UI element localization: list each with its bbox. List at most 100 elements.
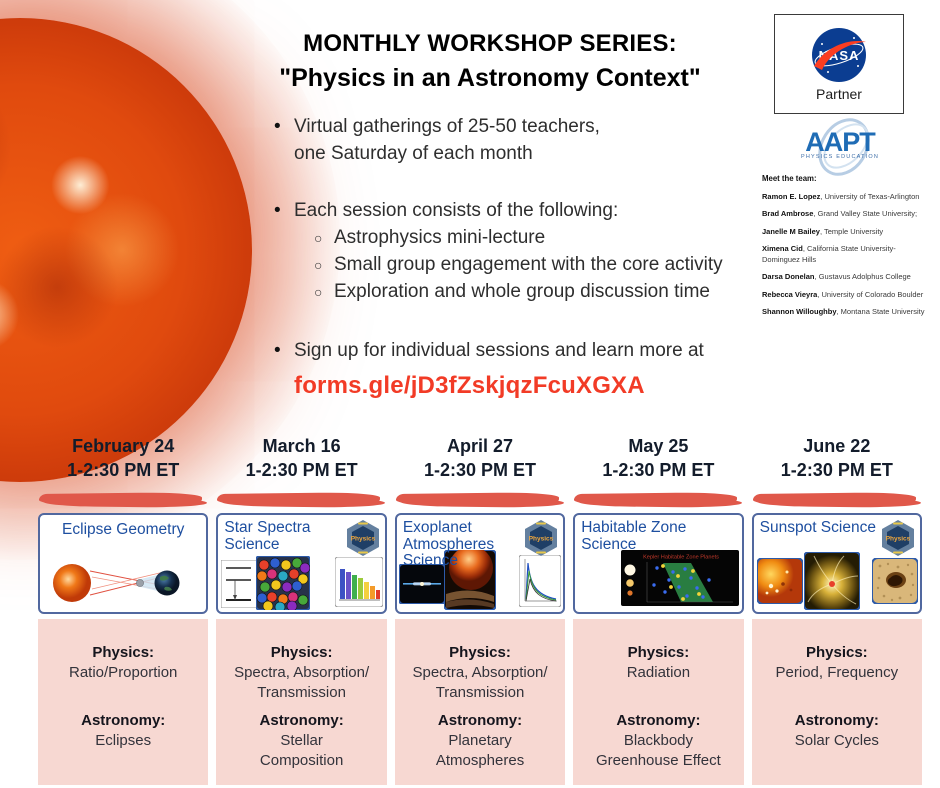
astronomy-topic: Stellar Composition bbox=[259, 732, 344, 769]
session-date: February 24 1-2:30 PM ET bbox=[38, 434, 208, 484]
astronomy-topic: Eclipses bbox=[95, 732, 152, 749]
physics-label: Physics: bbox=[92, 644, 155, 661]
svg-text:Physics: Physics bbox=[886, 536, 911, 543]
team-member: Brad Ambrose, Grand Valley State Univers… bbox=[762, 209, 930, 220]
topics-box: Physics: Radiation Astronomy: Blackbody … bbox=[573, 619, 744, 785]
signup-link[interactable]: forms.gle/jD3fZskjqzFcuXGXA bbox=[294, 372, 645, 399]
habitable-zone-images: Kepler Habitable Zone Planets bbox=[575, 515, 741, 612]
topics-box: Physics: Ratio/Proportion Astronomy: Ecl… bbox=[38, 619, 209, 785]
right-column: NASA Partner AAPT PHYSICS EDUCATION Meet… bbox=[762, 14, 934, 325]
page-title: MONTHLY WORKSHOP SERIES: "Physics in an … bbox=[235, 30, 745, 93]
exoplanet-images bbox=[397, 515, 563, 612]
colorful-buttons-image-icon bbox=[256, 556, 311, 610]
bullet-virtual-gatherings: Virtual gatherings of 25-50 teachers, on… bbox=[272, 113, 750, 167]
session-column-exoplanet: April 27 1-2:30 PM ET Exoplanet Atmosphe… bbox=[394, 434, 566, 785]
energy-level-diagram-icon bbox=[221, 560, 258, 608]
sunspot-closeup-image-icon bbox=[872, 558, 919, 604]
session-column-habitable-zone: May 25 1-2:30 PM ET Habitable Zone Scien… bbox=[573, 434, 744, 785]
member-name: Shannon Willoughby bbox=[762, 307, 837, 317]
svg-text:Physics: Physics bbox=[351, 536, 376, 543]
member-affiliation: , University of Colorado Boulder bbox=[817, 289, 924, 299]
time-text: 1-2:30 PM ET bbox=[67, 460, 180, 481]
red-brush-stroke bbox=[217, 493, 385, 508]
member-name: Brad Ambrose bbox=[762, 209, 814, 219]
spectrum-graph-icon bbox=[519, 555, 562, 607]
astronomy-topic: Solar Cycles bbox=[794, 732, 879, 749]
card-title: Exoplanet Atmospheres Science bbox=[402, 519, 495, 570]
team-list: Meet the team: Ramon E. Lopez, Universit… bbox=[762, 174, 930, 318]
member-name: Rebecca Vieyra bbox=[762, 289, 818, 299]
red-brush-stroke bbox=[574, 493, 742, 508]
team-member: Rebecca Vieyra, University of Colorado B… bbox=[762, 290, 930, 301]
topics-box: Physics: Period, Frequency Astronomy: So… bbox=[751, 619, 923, 785]
date-text: March 16 bbox=[262, 436, 341, 456]
member-affiliation: , Temple University bbox=[819, 226, 884, 236]
physics-topic: Period, Frequency bbox=[775, 664, 899, 681]
time-text: 1-2:30 PM ET bbox=[780, 460, 893, 481]
astronomy-topic: Blackbody Greenhouse Effect bbox=[596, 732, 721, 769]
date-text: June 22 bbox=[803, 436, 871, 456]
session-card-habitable-zone: Habitable Zone Science Kepler Habitable … bbox=[573, 513, 744, 614]
physics-topic: Spectra, Absorption/ Transmission bbox=[412, 664, 548, 701]
aapt-logo: AAPT PHYSICS EDUCATION bbox=[776, 118, 904, 176]
card-title: Eclipse Geometry bbox=[62, 521, 185, 538]
member-affiliation: , Montana State University bbox=[836, 307, 925, 317]
card-title: Habitable Zone Science bbox=[581, 519, 687, 553]
card-title: Star Spectra Science bbox=[224, 519, 311, 553]
member-name: Darsa Donelan bbox=[762, 272, 815, 282]
physics-label: Physics: bbox=[270, 644, 333, 661]
physics-topic: Radiation bbox=[626, 664, 691, 681]
time-text: 1-2:30 PM ET bbox=[602, 460, 715, 481]
member-name: Ximena Cid bbox=[762, 244, 803, 254]
physics-hexagon-badge-icon: Physics bbox=[882, 520, 915, 556]
team-member: Darsa Donelan, Gustavus Adolphus College bbox=[762, 272, 930, 283]
aapt-wordmark: AAPT bbox=[805, 127, 876, 157]
session-columns: February 24 1-2:30 PM ET Eclipse Geometr… bbox=[38, 434, 923, 785]
session-column-sunspot: June 22 1-2:30 PM ET Sunspot Science Phy… bbox=[751, 434, 923, 785]
team-member: Ximena Cid, California State University-… bbox=[762, 244, 930, 265]
date-text: February 24 bbox=[72, 436, 175, 456]
intro-bullets: Virtual gatherings of 25-50 teachers, on… bbox=[272, 113, 750, 399]
nasa-logo-icon: NASA bbox=[812, 28, 866, 82]
transit-image-icon bbox=[398, 564, 445, 604]
bullet-session-intro: Each session consists of the following: bbox=[272, 197, 750, 224]
physics-hexagon-badge-icon: Physics bbox=[525, 520, 558, 556]
aapt-subtitle: PHYSICS EDUCATION bbox=[800, 154, 880, 160]
team-member: Shannon Willoughby, Montana State Univer… bbox=[762, 307, 930, 318]
sun-surface-image-icon bbox=[756, 558, 803, 604]
topics-box: Physics: Spectra, Absorption/ Transmissi… bbox=[394, 619, 566, 785]
session-card-sunspot: Sunspot Science Physics bbox=[751, 513, 923, 614]
star-spectra-images bbox=[218, 515, 384, 612]
bullet-small-group: Small group engagement with the core act… bbox=[312, 251, 750, 279]
red-brush-stroke bbox=[39, 493, 207, 508]
session-date: March 16 1-2:30 PM ET bbox=[216, 434, 386, 484]
topics-box: Physics: Spectra, Absorption/ Transmissi… bbox=[216, 619, 387, 785]
physics-topic: Spectra, Absorption/ Transmission bbox=[234, 664, 370, 701]
kepler-chart-image-icon: Kepler Habitable Zone Planets bbox=[620, 550, 739, 606]
member-affiliation: , Gustavus Adolphus College bbox=[814, 272, 911, 282]
physics-label: Physics: bbox=[449, 644, 511, 661]
physics-topic: Ratio/Proportion bbox=[69, 664, 178, 681]
astronomy-topic: Planetary Atmospheres bbox=[435, 732, 525, 769]
date-text: April 27 bbox=[447, 436, 514, 456]
bullet-mini-lecture: Astrophysics mini-lecture bbox=[312, 224, 750, 252]
member-name: Janelle M Bailey bbox=[762, 226, 820, 236]
card-title: Sunspot Science bbox=[759, 519, 876, 536]
member-affiliation: , Grand Valley State University; bbox=[813, 209, 918, 219]
bullet-exploration: Exploration and whole group discussion t… bbox=[312, 278, 750, 306]
partner-label: Partner bbox=[816, 86, 862, 102]
date-text: May 25 bbox=[628, 436, 689, 456]
time-text: 1-2:30 PM ET bbox=[245, 460, 358, 481]
svg-text:Kepler Habitable Zone Planets: Kepler Habitable Zone Planets bbox=[643, 555, 719, 561]
astronomy-label: Astronomy: bbox=[437, 712, 523, 729]
astronomy-label: Astronomy: bbox=[259, 712, 344, 729]
aapt-swoosh-icon bbox=[818, 118, 870, 176]
title-line-1: MONTHLY WORKSHOP SERIES: bbox=[303, 30, 677, 57]
bullet-signup: Sign up for individual sessions and lear… bbox=[272, 337, 750, 364]
session-card-exoplanet: Exoplanet Atmospheres Science Physics bbox=[394, 513, 566, 614]
eclipse-diagram-icon bbox=[40, 515, 206, 612]
team-member: Ramon E. Lopez, University of Texas-Arli… bbox=[762, 192, 930, 203]
astronomy-label: Astronomy: bbox=[81, 712, 166, 729]
session-card-eclipse: Eclipse Geometry bbox=[38, 513, 209, 614]
